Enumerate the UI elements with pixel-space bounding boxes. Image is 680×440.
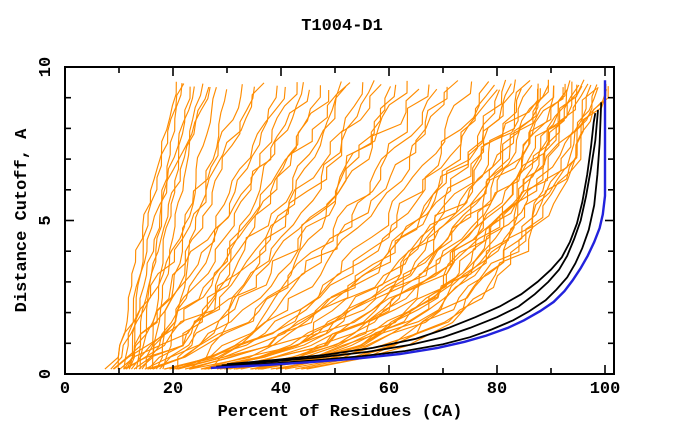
other-model-curve [104, 82, 265, 370]
other-model-curve [201, 84, 533, 370]
x-tick-label: 100 [590, 380, 621, 399]
tick-labels-group: 0 20 40 60 80 100 0 5 10 [37, 57, 620, 399]
other-model-curve [233, 87, 564, 370]
other-model-curve [301, 89, 608, 370]
other-model-curve [164, 81, 490, 370]
other-model-curve [173, 83, 512, 370]
other-model-curve [152, 84, 397, 370]
other-model-curve [110, 84, 243, 370]
best-model-curve [210, 80, 607, 370]
y-tick-label: 10 [37, 57, 56, 77]
other-model-curve [240, 83, 566, 370]
other-model-curve [164, 84, 495, 370]
other-model-curve [177, 82, 304, 370]
other-model-curve [144, 80, 408, 370]
y-axis-label: Distance Cutoff, A [13, 128, 32, 312]
other-model-curve [141, 82, 351, 370]
other-model-curve [236, 79, 549, 370]
axes-group [64, 66, 615, 375]
other-model-curve [125, 84, 382, 370]
other-model-curve [260, 81, 573, 370]
other-model-curve [227, 85, 555, 370]
other-model-curve [123, 88, 420, 370]
x-tick-label: 20 [163, 380, 183, 399]
x-tick-label: 80 [487, 380, 507, 399]
marked-model-curve-1 [216, 102, 603, 368]
other-model-curve [133, 82, 364, 370]
other-model-curve [270, 85, 583, 370]
other-model-curve [147, 80, 459, 370]
other-model-curve [112, 89, 310, 370]
other-model-curve [155, 87, 217, 370]
other-model-curve [135, 86, 210, 370]
other-model-curve [251, 84, 580, 370]
x-tick-label: 60 [379, 380, 399, 399]
other-model-curve [184, 89, 501, 370]
marked-model-curve-2 [221, 109, 599, 367]
other-model-curve [117, 83, 185, 370]
other-model-curve [177, 81, 473, 370]
other-model-curves-group [104, 79, 609, 370]
other-model-curve [250, 89, 568, 370]
x-axis-label: Percent of Residues (CA) [218, 403, 463, 422]
other-model-curve [177, 79, 507, 370]
other-model-curve [189, 89, 498, 370]
other-model-curve [261, 84, 592, 370]
other-model-curve [152, 83, 204, 370]
other-model-curve [169, 86, 448, 370]
other-model-curve [130, 82, 298, 370]
other-model-curve [210, 86, 392, 370]
marked-model-curves-group [216, 102, 603, 368]
y-tick-label: 0 [37, 369, 56, 379]
other-model-curve [128, 81, 177, 370]
other-model-curve [189, 88, 522, 370]
other-model-curve [126, 89, 330, 370]
other-model-curve [149, 88, 438, 370]
other-model-curve [188, 86, 347, 370]
other-model-curve [139, 83, 183, 370]
marked-model-curve-3 [226, 112, 597, 366]
other-model-curve [128, 86, 195, 370]
best-model-curve-group [210, 80, 607, 370]
other-model-curve [123, 86, 255, 370]
other-model-curve [261, 79, 585, 370]
other-model-curve [113, 81, 342, 370]
other-model-curve [204, 83, 539, 370]
chart-title: T1004-D1 [301, 17, 383, 36]
other-model-curve [280, 84, 598, 370]
x-tick-label: 0 [60, 380, 70, 399]
y-tick-label: 5 [37, 215, 56, 225]
x-tick-label: 40 [271, 380, 291, 399]
